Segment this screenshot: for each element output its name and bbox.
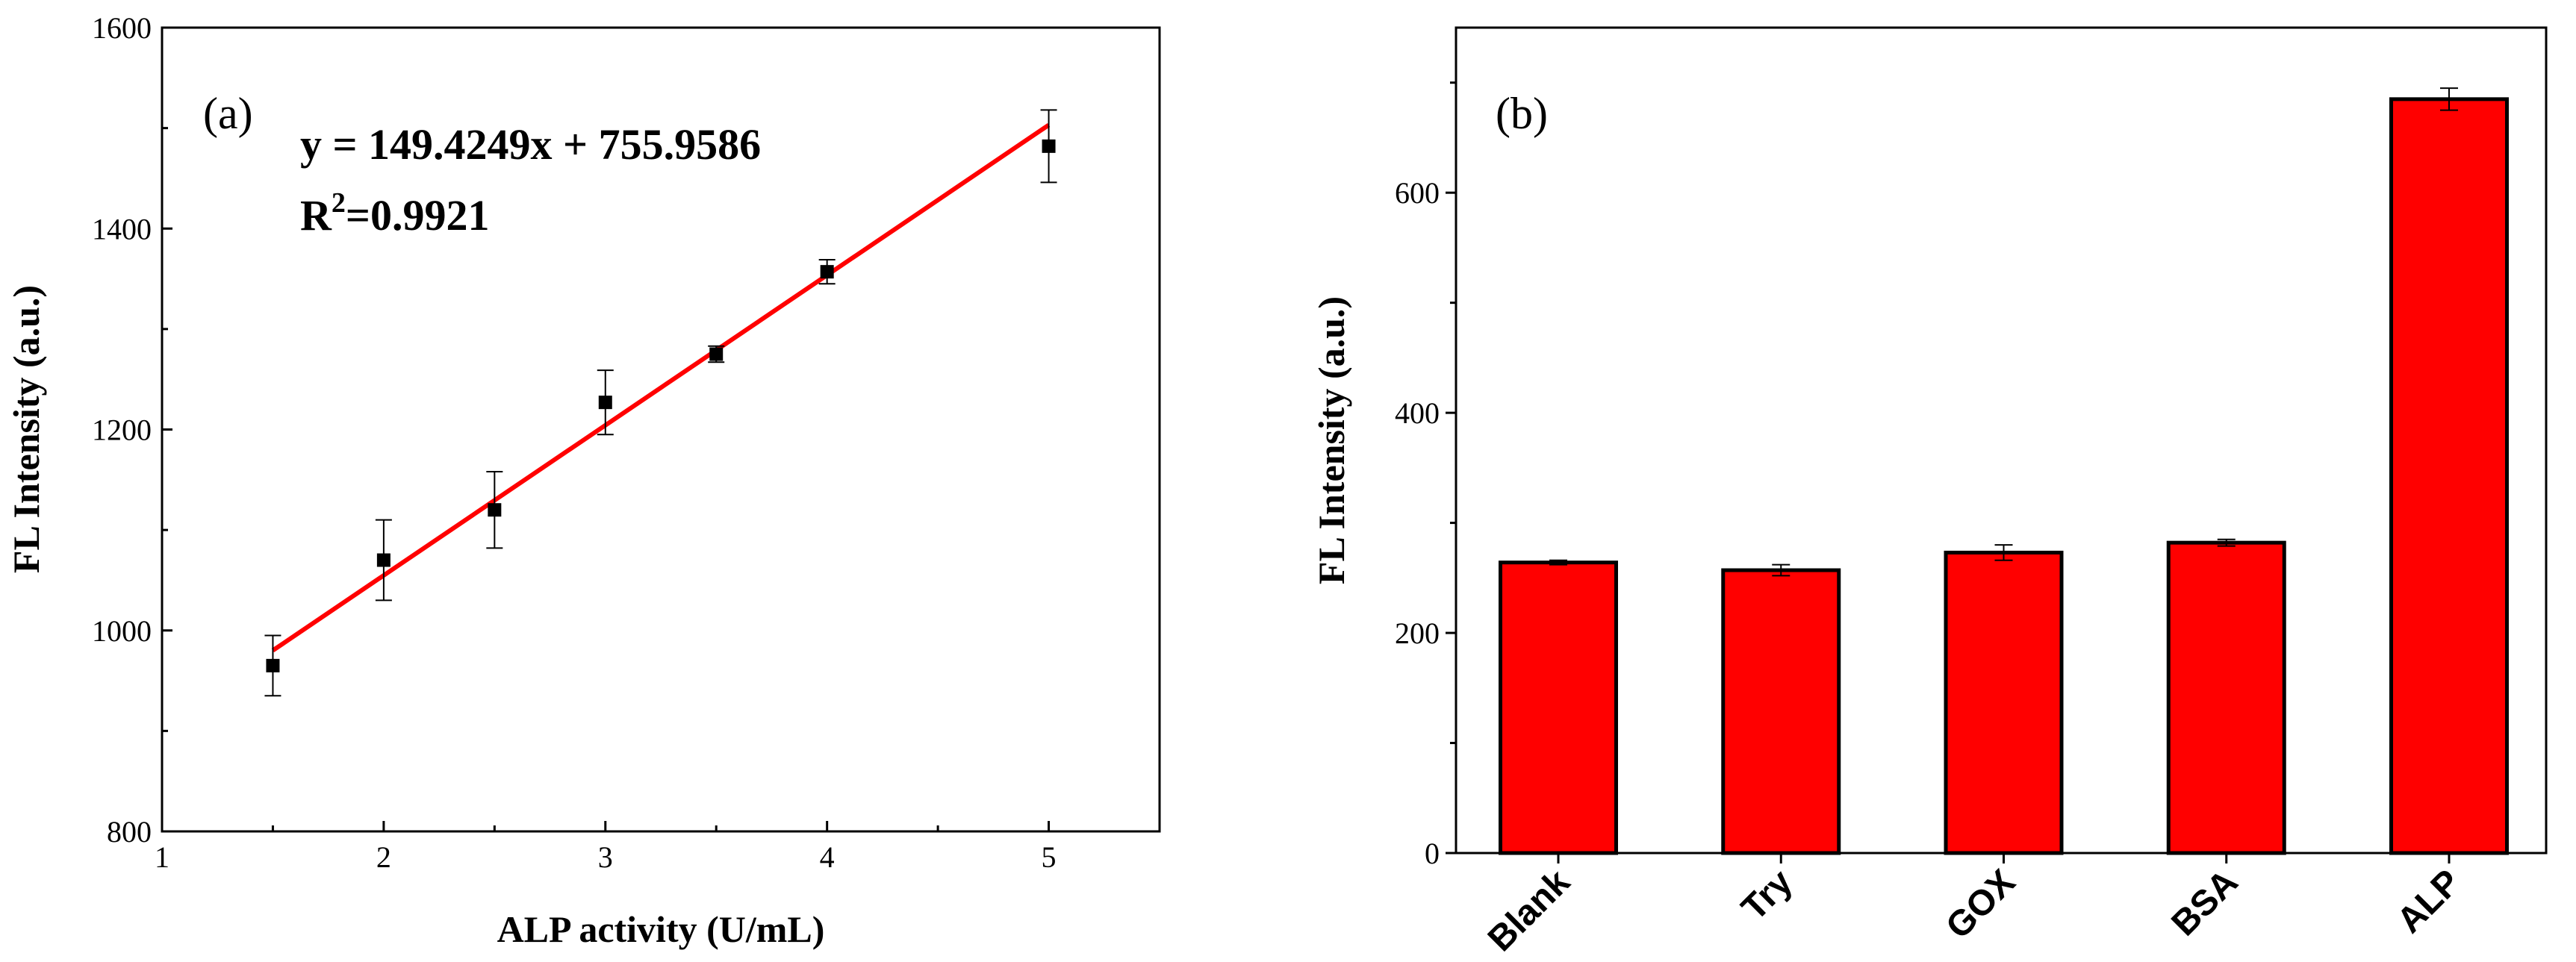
bar-bsa	[2166, 540, 2286, 855]
bar-blank	[1499, 560, 1618, 855]
panel-b-y-axis-title: FL Intensity (a.u.)	[1310, 296, 1352, 584]
y-tick-label-b-400: 400	[1395, 396, 1440, 430]
r-squared-value: =0.9921	[346, 191, 490, 240]
category-label-try: Try	[1735, 862, 1801, 928]
panel-a-points	[266, 139, 1056, 672]
error-bar-b-bsa	[2217, 538, 2236, 547]
r-squared: R2=0.9921	[300, 187, 489, 240]
data-point	[709, 347, 724, 361]
y-tick-label-a-1200: 1200	[92, 413, 152, 447]
data-point	[598, 396, 612, 410]
data-point	[266, 658, 280, 672]
panel-b: 0 200 400 600 Blank Try GOX BSA ALP (b) FL Inte…	[1310, 26, 2548, 959]
x-tick-label-a-1: 1	[155, 840, 169, 874]
category-label-bsa: BSA	[2164, 862, 2245, 943]
panel-b-category-labels: Blank Try GOX BSA ALP	[1481, 862, 2468, 959]
error-bar-b-gox	[1994, 544, 2013, 561]
panel-a-tick-labels: 1 2 3 4 5 800 1000 1200 1400 1600	[92, 11, 1057, 874]
bar-alp	[2389, 97, 2509, 855]
r-squared-prefix: R	[300, 191, 332, 240]
panel-b-error-bars	[1549, 87, 2458, 577]
y-tick-label-b-200: 200	[1395, 616, 1440, 650]
panel-b-label: (b)	[1496, 89, 1548, 138]
x-tick-label-a-4: 4	[820, 840, 835, 874]
panel-a: 1 2 3 4 5 800 1000 1200 1400 1600 (a) y = 149.424…	[5, 11, 1161, 950]
y-tick-label-a-1600: 1600	[92, 11, 152, 45]
data-point	[376, 553, 391, 567]
y-tick-label-a-1000: 1000	[92, 614, 152, 648]
y-tick-label-a-1400: 1400	[92, 212, 152, 246]
panel-a-x-axis-title: ALP activity (U/mL)	[497, 908, 825, 950]
x-tick-label-a-2: 2	[376, 840, 391, 874]
category-label-alp: ALP	[2389, 862, 2468, 940]
data-point	[1042, 139, 1056, 153]
fit-line	[271, 122, 1051, 653]
y-tick-label-b-600: 600	[1395, 176, 1440, 210]
error-bar-b-alp	[2440, 87, 2458, 111]
panel-b-bars	[1499, 97, 2509, 855]
bar-gox	[1944, 550, 2064, 855]
category-label-gox: GOX	[1938, 862, 2023, 946]
error-bar-b-blank	[1549, 559, 1567, 566]
panel-a-label: (a)	[203, 89, 253, 138]
bar-try	[1721, 568, 1841, 855]
x-tick-label-a-3: 3	[598, 840, 613, 874]
x-tick-label-a-5: 5	[1042, 840, 1057, 874]
y-tick-label-a-800: 800	[107, 815, 152, 849]
data-point	[488, 503, 502, 517]
data-point	[820, 265, 834, 279]
fit-equation: y = 149.4249x + 755.9586	[300, 120, 761, 169]
y-tick-label-b-0: 0	[1425, 837, 1440, 870]
panel-a-y-axis-title: FL Intensity (a.u.)	[5, 285, 47, 573]
error-bar-b-try	[1772, 563, 1791, 577]
panel-b-tick-labels: 0 200 400 600	[1395, 176, 1440, 870]
r-squared-superscript: 2	[332, 187, 346, 219]
panel-a-ticks	[161, 26, 1051, 833]
category-label-blank: Blank	[1481, 862, 1578, 959]
